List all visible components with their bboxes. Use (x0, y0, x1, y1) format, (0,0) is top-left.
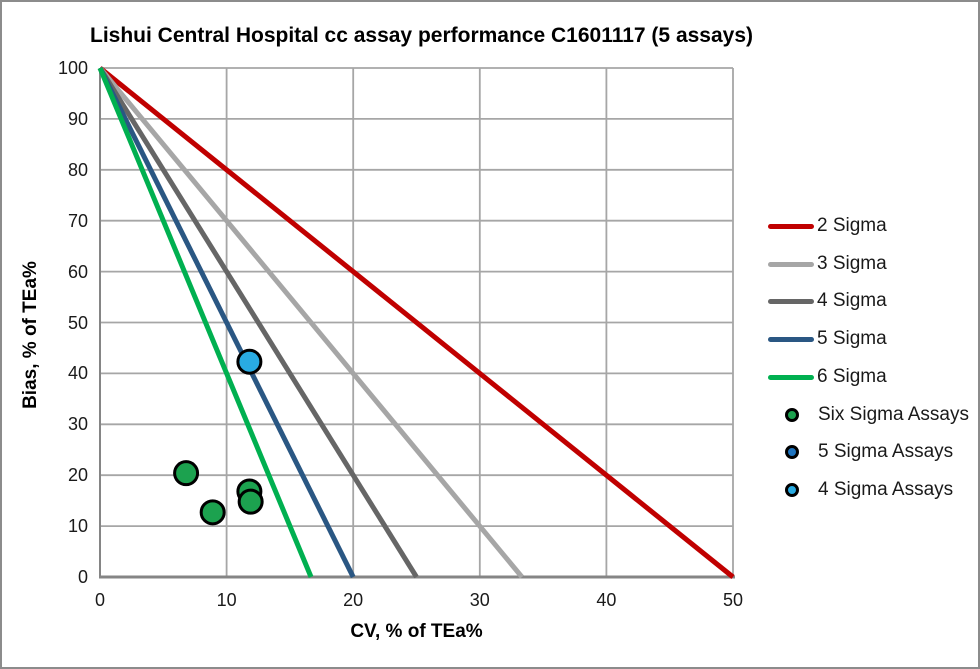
y-tick-label: 70 (67, 210, 88, 231)
y-tick-label: 80 (67, 159, 88, 180)
legend-marker-icon (785, 445, 799, 459)
legend-item-six-sigma-assays[interactable]: Six Sigma Assays (768, 401, 969, 429)
y-tick-label: 40 (67, 363, 88, 384)
legend-item-label: 6 Sigma (817, 366, 887, 387)
x-tick-label: 40 (596, 590, 617, 610)
legend-item-3-sigma[interactable]: 3 Sigma (768, 250, 887, 278)
data-point-six-sigma-assays[interactable] (237, 488, 264, 515)
sigma-line-3-sigma[interactable] (98, 66, 524, 579)
sigma-line-4-sigma[interactable] (97, 66, 419, 579)
sigma-line-5-sigma[interactable] (97, 66, 356, 579)
y-tick-label: 20 (67, 465, 88, 486)
legend-line-swatch (768, 374, 814, 380)
legend-line-swatch (768, 223, 814, 229)
legend-line-swatch (768, 261, 814, 267)
legend-item-5-sigma-assays[interactable]: 5 Sigma Assays (768, 438, 953, 466)
legend-item-label: Six Sigma Assays (818, 404, 969, 425)
x-tick-label: 10 (216, 590, 237, 610)
legend-line-swatch (768, 298, 814, 304)
x-tick-label: 50 (722, 590, 744, 610)
legend-item-label: 2 Sigma (817, 215, 887, 236)
legend-item-label: 5 Sigma Assays (818, 441, 954, 462)
data-point-4-sigma-assays[interactable] (236, 348, 263, 375)
y-tick-label: 100 (57, 58, 88, 78)
y-tick-label: 90 (67, 108, 88, 129)
legend-item-4-sigma[interactable]: 4 Sigma (768, 287, 887, 315)
data-point-six-sigma-assays[interactable] (173, 460, 200, 487)
x-tick-label: 20 (343, 590, 364, 610)
sigma-line-2-sigma[interactable] (98, 66, 735, 579)
legend-line-swatch (768, 336, 814, 342)
x-tick-label: 30 (469, 590, 490, 610)
legend-item-5-sigma[interactable]: 5 Sigma (768, 325, 887, 353)
legend-item-label: 4 Sigma Assays (818, 479, 954, 500)
sigma-line-6-sigma[interactable] (97, 67, 314, 578)
x-axis-title: CV, % of TEa% (350, 621, 483, 642)
chart-title: Lishui Central Hospital cc assay perform… (90, 24, 754, 47)
x-tick-label: 0 (94, 590, 105, 610)
legend-item-4-sigma-assays[interactable]: 4 Sigma Assays (768, 476, 953, 504)
y-tick-label: 0 (77, 567, 88, 587)
legend-marker-icon (785, 483, 799, 497)
legend-item-2-sigma[interactable]: 2 Sigma (768, 212, 887, 240)
legend-marker-icon (785, 408, 799, 422)
y-tick-label: 50 (67, 312, 88, 333)
data-point-six-sigma-assays[interactable] (199, 499, 226, 526)
y-tick-label: 60 (67, 261, 88, 282)
legend-item-6-sigma[interactable]: 6 Sigma (768, 363, 887, 391)
legend-item-label: 5 Sigma (817, 328, 887, 349)
legend-item-label: 3 Sigma (817, 253, 887, 274)
y-tick-label: 30 (67, 414, 88, 435)
y-tick-label: 10 (67, 516, 88, 537)
legend-item-label: 4 Sigma (817, 290, 887, 311)
